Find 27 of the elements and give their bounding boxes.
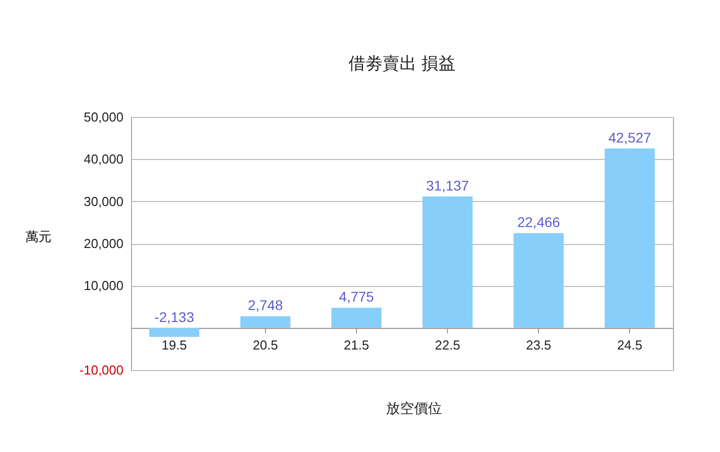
x-tick-label: 20.5 [252, 337, 278, 352]
x-tick-label: 19.5 [162, 337, 187, 352]
data-label: 2,748 [248, 297, 284, 314]
bar [331, 308, 382, 328]
bar [240, 316, 290, 328]
x-tick-label: 23.5 [526, 337, 552, 352]
chart-title: 借劵賣出 損益 [348, 54, 456, 73]
data-label: 42,527 [608, 130, 652, 146]
bar [422, 196, 473, 328]
data-label: 22,466 [517, 214, 560, 230]
y-axis-title: 萬元 [26, 229, 52, 244]
y-tick-label: 40,000 [84, 152, 124, 167]
data-label: 4,775 [338, 288, 374, 305]
data-label: -2,133 [154, 308, 194, 325]
bar [149, 328, 200, 337]
bar [604, 148, 655, 328]
y-tick-label: -10,000 [79, 362, 124, 378]
data-label: 31,137 [426, 178, 470, 194]
bar [514, 233, 564, 328]
y-tick-label: 50,000 [84, 110, 124, 124]
x-tick-label: 21.5 [344, 337, 370, 352]
y-tick-label: 10,000 [84, 278, 124, 294]
x-axis-title: 放空價位 [385, 400, 443, 418]
y-tick-label: 30,000 [84, 194, 124, 209]
x-tick-label: 24.5 [617, 337, 642, 352]
x-tick-label: 22.5 [434, 337, 460, 352]
y-tick-label: 20,000 [84, 236, 124, 251]
